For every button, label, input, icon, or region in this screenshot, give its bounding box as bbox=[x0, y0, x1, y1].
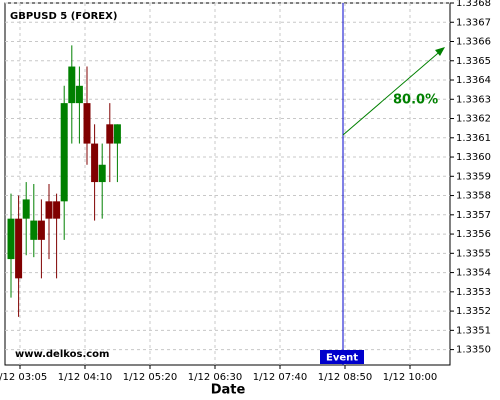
candle-body bbox=[7, 218, 15, 260]
y-tick-label: 1.3366 bbox=[456, 37, 491, 48]
y-tick-label: 1.3360 bbox=[456, 152, 491, 163]
y-tick-label: 1.3354 bbox=[456, 268, 491, 279]
y-tick-label: 1.3362 bbox=[456, 114, 491, 125]
candle-body bbox=[15, 218, 23, 279]
y-tick-label: 1.3365 bbox=[456, 56, 491, 67]
y-tick-label: 1.3351 bbox=[456, 325, 491, 336]
watermark: www.delkos.com bbox=[15, 349, 109, 360]
y-tick-label: 1.3364 bbox=[456, 75, 491, 86]
x-tick-label: 1/12 04:10 bbox=[58, 372, 112, 383]
x-tick-label: 1/12 08:50 bbox=[318, 372, 372, 383]
candle-body bbox=[83, 103, 91, 144]
y-tick-label: 1.3358 bbox=[456, 191, 491, 202]
y-tick-label: 1.3368 bbox=[456, 0, 491, 9]
y-tick-label: 1.3356 bbox=[456, 229, 491, 240]
plot-frame bbox=[4, 2, 451, 366]
forecast-arrow bbox=[342, 47, 445, 136]
y-tick-label: 1.3353 bbox=[456, 287, 491, 298]
chart-title: GBPUSD 5 (FOREX) bbox=[10, 11, 117, 22]
event-label: Event bbox=[326, 353, 358, 364]
x-tick-label: 1/12 07:40 bbox=[253, 372, 307, 383]
candle-body bbox=[22, 199, 30, 219]
candle-body bbox=[45, 201, 53, 219]
candle-body bbox=[68, 66, 76, 104]
candle-body bbox=[113, 124, 121, 144]
y-tick-label: 1.3363 bbox=[456, 94, 491, 105]
x-tick-label: 1/12 06:30 bbox=[188, 372, 242, 383]
candle-body bbox=[106, 124, 114, 144]
x-tick-label: 1/12 10:00 bbox=[383, 372, 437, 383]
candle-body bbox=[91, 143, 99, 183]
y-tick-label: 1.3361 bbox=[456, 133, 491, 144]
y-tick-label: 1.3367 bbox=[456, 17, 491, 28]
y-tick-label: 1.3350 bbox=[456, 345, 491, 356]
y-tick-label: 1.3357 bbox=[456, 210, 491, 221]
candle-body bbox=[75, 85, 83, 104]
candle-body bbox=[60, 103, 68, 202]
candle-body bbox=[98, 164, 106, 183]
y-tick-label: 1.3355 bbox=[456, 248, 491, 259]
x-tick-label: 1/12 03:05 bbox=[0, 372, 47, 383]
candle-body bbox=[30, 220, 38, 240]
x-tick-label: 1/12 05:20 bbox=[123, 372, 177, 383]
x-axis-label: Date bbox=[211, 383, 246, 398]
candle-body bbox=[37, 220, 45, 240]
y-tick-label: 1.3352 bbox=[456, 306, 491, 317]
candle-body bbox=[53, 201, 61, 219]
annotation: 80.0% bbox=[393, 93, 438, 108]
y-tick-label: 1.3359 bbox=[456, 171, 491, 182]
event-box bbox=[320, 350, 364, 364]
arrow-head bbox=[435, 47, 445, 56]
